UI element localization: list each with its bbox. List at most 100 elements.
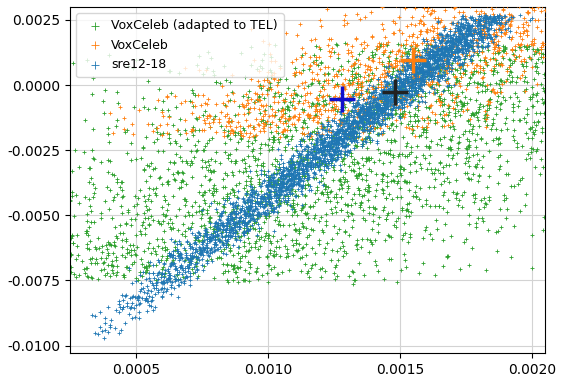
sre12-18	[447, 65, 456, 71]
sre12-18	[491, 20, 500, 26]
VoxCeleb (adapted to TEL)	[229, 277, 238, 283]
sre12-18	[408, 58, 417, 65]
sre12-18	[411, 64, 420, 70]
sre12-18	[411, 89, 420, 96]
VoxCeleb (adapted to TEL)	[261, 233, 270, 239]
sre12-18	[243, 219, 252, 225]
VoxCeleb	[418, 74, 428, 80]
sre12-18	[447, 45, 456, 51]
sre12-18	[460, 36, 469, 42]
VoxCeleb (adapted to TEL)	[543, 227, 552, 233]
sre12-18	[411, 80, 420, 86]
VoxCeleb	[462, 25, 471, 31]
sre12-18	[279, 181, 288, 187]
VoxCeleb (adapted to TEL)	[400, 86, 409, 93]
Point	[390, 89, 399, 95]
sre12-18	[231, 229, 240, 235]
sre12-18	[153, 257, 162, 263]
VoxCeleb (adapted to TEL)	[255, 93, 264, 99]
VoxCeleb (adapted to TEL)	[345, 135, 354, 141]
sre12-18	[453, 42, 462, 48]
sre12-18	[401, 91, 410, 98]
VoxCeleb	[351, 99, 360, 106]
sre12-18	[350, 113, 359, 119]
VoxCeleb (adapted to TEL)	[544, 50, 553, 56]
VoxCeleb (adapted to TEL)	[521, 191, 530, 197]
VoxCeleb (adapted to TEL)	[268, 207, 277, 213]
VoxCeleb (adapted to TEL)	[299, 137, 309, 144]
sre12-18	[249, 216, 258, 222]
VoxCeleb (adapted to TEL)	[557, 51, 564, 57]
sre12-18	[153, 289, 162, 295]
VoxCeleb (adapted to TEL)	[180, 214, 190, 220]
sre12-18	[400, 66, 409, 72]
sre12-18	[433, 56, 442, 62]
sre12-18	[341, 120, 350, 126]
VoxCeleb	[355, 81, 364, 87]
VoxCeleb (adapted to TEL)	[162, 212, 171, 218]
sre12-18	[346, 132, 355, 138]
VoxCeleb (adapted to TEL)	[80, 149, 89, 155]
sre12-18	[204, 236, 213, 242]
sre12-18	[453, 27, 462, 33]
VoxCeleb (adapted to TEL)	[131, 232, 140, 238]
VoxCeleb	[343, 107, 352, 113]
VoxCeleb (adapted to TEL)	[347, 126, 356, 132]
VoxCeleb	[415, 49, 424, 55]
sre12-18	[439, 61, 448, 68]
sre12-18	[401, 75, 410, 81]
VoxCeleb	[390, 30, 399, 36]
sre12-18	[336, 151, 345, 157]
sre12-18	[296, 143, 305, 149]
VoxCeleb	[428, 78, 437, 84]
VoxCeleb (adapted to TEL)	[170, 159, 179, 166]
VoxCeleb (adapted to TEL)	[388, 86, 397, 92]
sre12-18	[425, 56, 434, 63]
VoxCeleb (adapted to TEL)	[323, 240, 332, 246]
VoxCeleb (adapted to TEL)	[337, 194, 346, 200]
VoxCeleb (adapted to TEL)	[414, 133, 423, 139]
VoxCeleb (adapted to TEL)	[368, 211, 377, 217]
VoxCeleb (adapted to TEL)	[414, 107, 423, 113]
sre12-18	[381, 101, 390, 108]
sre12-18	[324, 158, 333, 164]
sre12-18	[251, 203, 260, 209]
sre12-18	[369, 89, 378, 96]
sre12-18	[154, 287, 163, 293]
sre12-18	[299, 170, 309, 177]
sre12-18	[272, 184, 281, 190]
sre12-18	[132, 302, 141, 308]
VoxCeleb (adapted to TEL)	[322, 218, 331, 224]
VoxCeleb (adapted to TEL)	[335, 121, 344, 127]
sre12-18	[429, 69, 438, 75]
sre12-18	[374, 96, 383, 102]
VoxCeleb	[243, 123, 252, 129]
sre12-18	[440, 27, 449, 33]
VoxCeleb (adapted to TEL)	[525, 125, 534, 131]
sre12-18	[392, 77, 401, 83]
sre12-18	[341, 128, 350, 134]
VoxCeleb (adapted to TEL)	[161, 257, 170, 263]
VoxCeleb (adapted to TEL)	[514, 53, 523, 59]
VoxCeleb (adapted to TEL)	[82, 240, 91, 247]
VoxCeleb (adapted to TEL)	[153, 218, 162, 224]
VoxCeleb	[410, 133, 419, 139]
VoxCeleb (adapted to TEL)	[551, 84, 560, 90]
sre12-18	[362, 115, 371, 121]
VoxCeleb	[409, 58, 418, 65]
sre12-18	[319, 139, 328, 145]
VoxCeleb (adapted to TEL)	[562, 90, 564, 96]
sre12-18	[159, 261, 168, 267]
sre12-18	[383, 72, 392, 78]
VoxCeleb	[421, 99, 430, 105]
VoxCeleb (adapted to TEL)	[396, 114, 405, 120]
VoxCeleb (adapted to TEL)	[243, 142, 252, 149]
sre12-18	[228, 220, 237, 227]
VoxCeleb	[382, 41, 391, 47]
sre12-18	[298, 182, 307, 188]
VoxCeleb	[354, 78, 363, 84]
sre12-18	[411, 69, 420, 75]
VoxCeleb (adapted to TEL)	[543, 51, 552, 57]
sre12-18	[371, 104, 380, 110]
VoxCeleb	[162, 93, 171, 99]
